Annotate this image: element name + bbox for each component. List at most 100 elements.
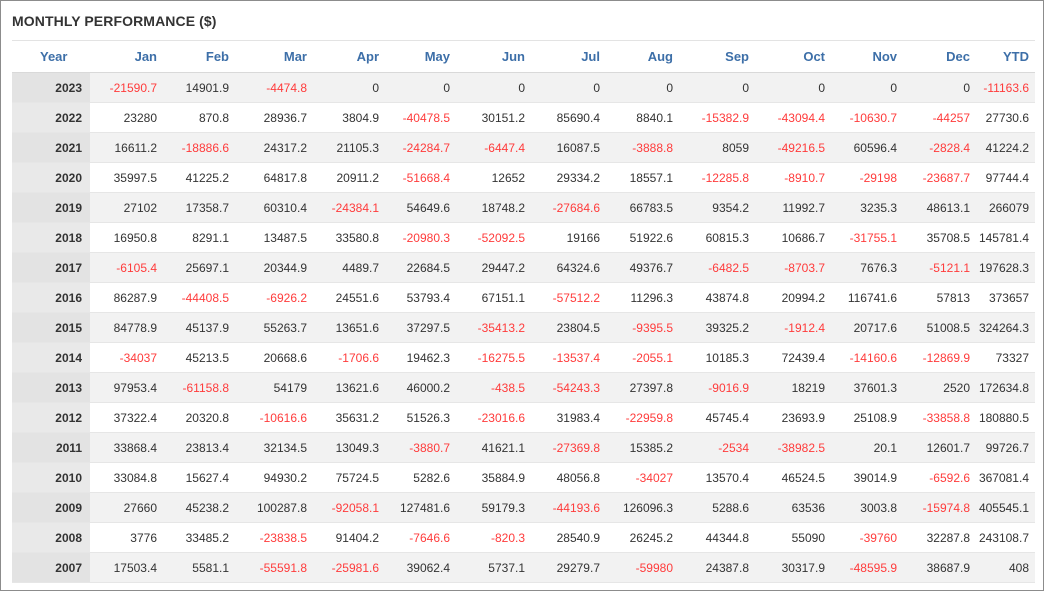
value-cell-may: 53793.4	[385, 282, 456, 313]
value-cell-feb: -44408.5	[163, 282, 235, 313]
value-cell-feb: 33485.2	[163, 522, 235, 553]
column-header-dec[interactable]: Dec	[903, 40, 976, 73]
column-header-mar[interactable]: Mar	[235, 40, 313, 73]
value-cell-nov: -48595.9	[831, 552, 903, 583]
value-cell-aug: 66783.5	[606, 192, 679, 223]
value-cell-feb: 45238.2	[163, 492, 235, 523]
value-cell-sep: 0	[679, 72, 755, 103]
year-cell: 2008	[12, 522, 90, 553]
value-cell-jun: -820.3	[456, 522, 531, 553]
value-cell-jul: -27369.8	[531, 432, 606, 463]
column-header-ytd[interactable]: YTD	[976, 40, 1035, 73]
value-cell-sep: -2534	[679, 432, 755, 463]
value-cell-mar: -6926.2	[235, 282, 313, 313]
value-cell-oct: 30317.9	[755, 552, 831, 583]
year-cell: 2021	[12, 132, 90, 163]
value-cell-sep: 24387.8	[679, 552, 755, 583]
value-cell-jul: 31983.4	[531, 402, 606, 433]
value-cell-nov: 0	[831, 72, 903, 103]
value-cell-feb: 45213.5	[163, 342, 235, 373]
value-cell-sep: -6482.5	[679, 252, 755, 283]
value-cell-sep: -15382.9	[679, 102, 755, 133]
value-cell-nov: 3235.3	[831, 192, 903, 223]
value-cell-jun: 18748.2	[456, 192, 531, 223]
column-header-jan[interactable]: Jan	[90, 40, 163, 73]
value-cell-dec: -5121.1	[903, 252, 976, 283]
value-cell-aug: 51922.6	[606, 222, 679, 253]
value-cell-oct: 10686.7	[755, 222, 831, 253]
value-cell-dec: 12601.7	[903, 432, 976, 463]
value-cell-aug: 126096.3	[606, 492, 679, 523]
value-cell-ytd: 324264.3	[976, 312, 1035, 343]
value-cell-feb: 14901.9	[163, 72, 235, 103]
value-cell-feb: 20320.8	[163, 402, 235, 433]
value-cell-may: 0	[385, 72, 456, 103]
value-cell-mar: -10616.6	[235, 402, 313, 433]
value-cell-jul: 19166	[531, 222, 606, 253]
value-cell-jul: -54243.3	[531, 372, 606, 403]
panel-title: MONTHLY PERFORMANCE ($)	[12, 13, 217, 29]
value-cell-oct: -43094.4	[755, 102, 831, 133]
value-cell-sep: 44344.8	[679, 522, 755, 553]
value-cell-may: 19462.3	[385, 342, 456, 373]
value-cell-jul: -57512.2	[531, 282, 606, 313]
value-cell-mar: 54179	[235, 372, 313, 403]
value-cell-ytd: 73327	[976, 342, 1035, 373]
table-row: 2013 97953.4 -61158.8 54179 13621.6 46000.2 -4…	[12, 372, 1035, 403]
value-cell-apr: 24551.6	[313, 282, 385, 313]
value-cell-jan: 16611.2	[90, 132, 163, 163]
value-cell-aug: 49376.7	[606, 252, 679, 283]
value-cell-sep: 39325.2	[679, 312, 755, 343]
value-cell-jul: -13537.4	[531, 342, 606, 373]
column-header-apr[interactable]: Apr	[313, 40, 385, 73]
value-cell-ytd: 197628.3	[976, 252, 1035, 283]
value-cell-jan: 17503.4	[90, 552, 163, 583]
value-cell-may: 127481.6	[385, 492, 456, 523]
value-cell-aug: 26245.2	[606, 522, 679, 553]
value-cell-feb: 41225.2	[163, 162, 235, 193]
value-cell-may: 39062.4	[385, 552, 456, 583]
value-cell-oct: 0	[755, 72, 831, 103]
value-cell-ytd: 145781.4	[976, 222, 1035, 253]
value-cell-oct: 18219	[755, 372, 831, 403]
column-header-nov[interactable]: Nov	[831, 40, 903, 73]
value-cell-apr: 21105.3	[313, 132, 385, 163]
value-cell-nov: -10630.7	[831, 102, 903, 133]
year-cell: 2016	[12, 282, 90, 313]
value-cell-jun: -6447.4	[456, 132, 531, 163]
column-header-year[interactable]: Year	[12, 40, 90, 73]
value-cell-jan: 35997.5	[90, 162, 163, 193]
column-header-jul[interactable]: Jul	[531, 40, 606, 73]
column-header-feb[interactable]: Feb	[163, 40, 235, 73]
value-cell-jun: 41621.1	[456, 432, 531, 463]
year-cell: 2017	[12, 252, 90, 283]
value-cell-dec: -23687.7	[903, 162, 976, 193]
table-row: 2018 16950.8 8291.1 13487.5 33580.8 -20980.3-…	[12, 222, 1035, 253]
value-cell-jul: 28540.9	[531, 522, 606, 553]
column-header-aug[interactable]: Aug	[606, 40, 679, 73]
value-cell-aug: 27397.8	[606, 372, 679, 403]
value-cell-aug: -34027	[606, 462, 679, 493]
value-cell-jun: 0	[456, 72, 531, 103]
value-cell-jul: 16087.5	[531, 132, 606, 163]
value-cell-may: -3880.7	[385, 432, 456, 463]
value-cell-may: 22684.5	[385, 252, 456, 283]
value-cell-jun: -23016.6	[456, 402, 531, 433]
table-row: 2009 27660 45238.2 100287.8 -92058.1 127481.6…	[12, 492, 1035, 523]
value-cell-dec: -15974.8	[903, 492, 976, 523]
year-cell: 2009	[12, 492, 90, 523]
value-cell-may: -24284.7	[385, 132, 456, 163]
column-header-oct[interactable]: Oct	[755, 40, 831, 73]
value-cell-apr: -24384.1	[313, 192, 385, 223]
value-cell-sep: -12285.8	[679, 162, 755, 193]
value-cell-jan: 33084.8	[90, 462, 163, 493]
column-header-may[interactable]: May	[385, 40, 456, 73]
column-header-jun[interactable]: Jun	[456, 40, 531, 73]
value-cell-jun: -438.5	[456, 372, 531, 403]
value-cell-apr: -1706.6	[313, 342, 385, 373]
value-cell-sep: 5288.6	[679, 492, 755, 523]
value-cell-dec: 51008.5	[903, 312, 976, 343]
column-header-sep[interactable]: Sep	[679, 40, 755, 73]
value-cell-ytd: 97744.4	[976, 162, 1035, 193]
value-cell-jan: 84778.9	[90, 312, 163, 343]
